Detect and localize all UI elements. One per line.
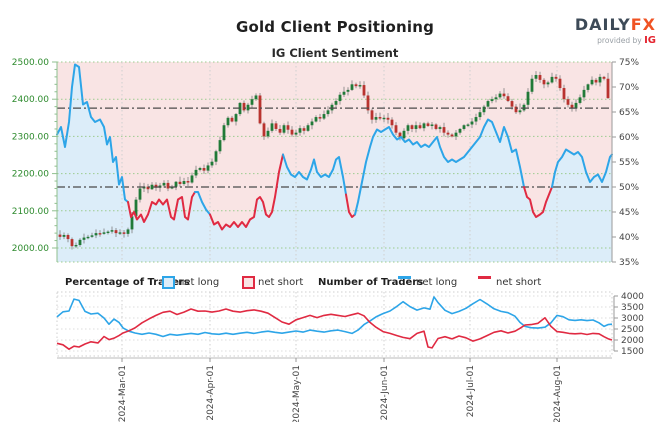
svg-text:3000: 3000 bbox=[621, 314, 644, 324]
svg-text:45%: 45% bbox=[619, 208, 639, 218]
legend-percentage-of-traders: Percentage of Traders bbox=[65, 277, 190, 288]
svg-text:2024-May-01: 2024-May-01 bbox=[292, 365, 302, 422]
net-long-line-icon bbox=[398, 276, 411, 279]
legend-number-of-traders: Number of Traders bbox=[318, 277, 424, 288]
svg-text:2000.00: 2000.00 bbox=[12, 244, 49, 254]
svg-text:4000: 4000 bbox=[621, 292, 644, 302]
svg-text:2024-Apr-01: 2024-Apr-01 bbox=[206, 365, 216, 421]
main-axes-layer: 2500.00 2400.00 2300.00 2200.00 2100.00 2000.… bbox=[12, 58, 640, 268]
svg-text:2100.00: 2100.00 bbox=[12, 207, 49, 217]
legend-num-net-short: net short bbox=[496, 277, 542, 288]
sentiment-line-layer bbox=[56, 63, 613, 231]
date-axis-layer: 2024-Mar-01 2024-Apr-01 2024-May-01 2024-Ju… bbox=[57, 357, 612, 422]
provided-by-ig: provided by IG bbox=[597, 34, 656, 46]
svg-text:55%: 55% bbox=[619, 158, 639, 168]
legend-pct-net-short: net short bbox=[258, 277, 304, 288]
svg-text:2500.00: 2500.00 bbox=[12, 58, 49, 68]
svg-text:2000: 2000 bbox=[621, 336, 644, 346]
dailyfx-logo: DAILYFX provided by IG bbox=[575, 16, 656, 46]
legend-pct-net-long: net long bbox=[178, 277, 220, 288]
svg-text:1500: 1500 bbox=[621, 347, 644, 357]
svg-text:35%: 35% bbox=[619, 258, 639, 268]
svg-text:75%: 75% bbox=[619, 58, 639, 68]
svg-text:2024-Jun-01: 2024-Jun-01 bbox=[380, 365, 390, 420]
dailyfx-wordmark: DAILYFX bbox=[574, 15, 656, 34]
traders-net-long-line bbox=[56, 296, 613, 338]
net-short-swatch-icon bbox=[242, 276, 255, 289]
svg-text:2500: 2500 bbox=[621, 325, 644, 335]
svg-text:2400.00: 2400.00 bbox=[12, 95, 49, 105]
svg-text:50%: 50% bbox=[619, 183, 639, 193]
svg-text:2024-Aug-01: 2024-Aug-01 bbox=[553, 365, 563, 422]
svg-text:40%: 40% bbox=[619, 233, 639, 243]
svg-text:3500: 3500 bbox=[621, 303, 644, 313]
svg-text:60%: 60% bbox=[619, 133, 639, 143]
chart-legend: Percentage of Traders net long net short… bbox=[0, 276, 670, 292]
svg-text:70%: 70% bbox=[619, 83, 639, 93]
page-title: Gold Client Positioning bbox=[235, 18, 435, 36]
svg-text:2300.00: 2300.00 bbox=[12, 132, 49, 142]
svg-text:65%: 65% bbox=[619, 108, 639, 118]
svg-text:2200.00: 2200.00 bbox=[12, 170, 49, 180]
ig-logo: IG bbox=[644, 34, 656, 46]
svg-text:2024-Mar-01: 2024-Mar-01 bbox=[118, 365, 128, 422]
net-long-swatch-icon bbox=[162, 276, 175, 289]
traders-net-short-line bbox=[56, 308, 613, 351]
reference-line-layer bbox=[57, 107, 612, 188]
chart-subtitle: IG Client Sentiment bbox=[271, 46, 399, 60]
net-short-line-icon bbox=[478, 276, 491, 279]
candlestick-layer bbox=[58, 71, 610, 250]
svg-text:2024-Jul-01: 2024-Jul-01 bbox=[466, 365, 476, 417]
legend-num-net-long: net long bbox=[416, 277, 458, 288]
